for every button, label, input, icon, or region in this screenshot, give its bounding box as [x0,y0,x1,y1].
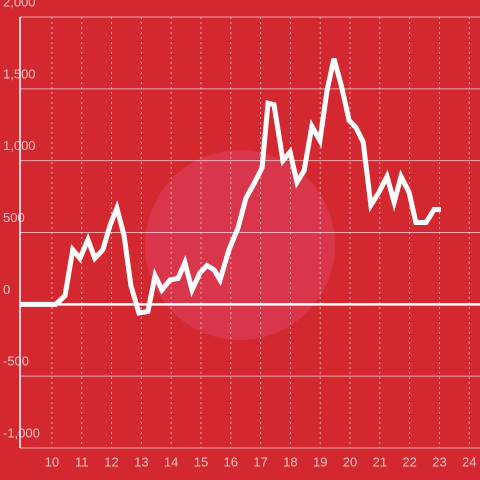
x-tick-label: 20 [343,454,357,469]
y-tick-label: 2,000 [3,0,36,9]
x-tick-label: 10 [45,454,59,469]
x-tick-label: 16 [224,454,238,469]
x-tick-label: 14 [164,454,178,469]
x-tick-label: 11 [75,454,89,469]
x-tick-label: 24 [462,454,476,469]
x-tick-label: 22 [402,454,416,469]
y-tick-label: -1,000 [3,425,40,440]
x-tick-label: 23 [432,454,446,469]
y-tick-label: 500 [3,210,25,225]
y-tick-label: 0 [3,282,10,297]
x-tick-label: 17 [253,454,267,469]
line [20,57,441,316]
x-tick-label: 21 [373,454,387,469]
x-tick-label: 18 [283,454,297,469]
x-tick-label: 13 [134,454,148,469]
x-tick-label: 15 [194,454,208,469]
x-tick-label: 12 [104,454,118,469]
watermark [145,150,335,340]
x-tick-label: 19 [313,454,327,469]
y-tick-label: -500 [3,354,29,369]
